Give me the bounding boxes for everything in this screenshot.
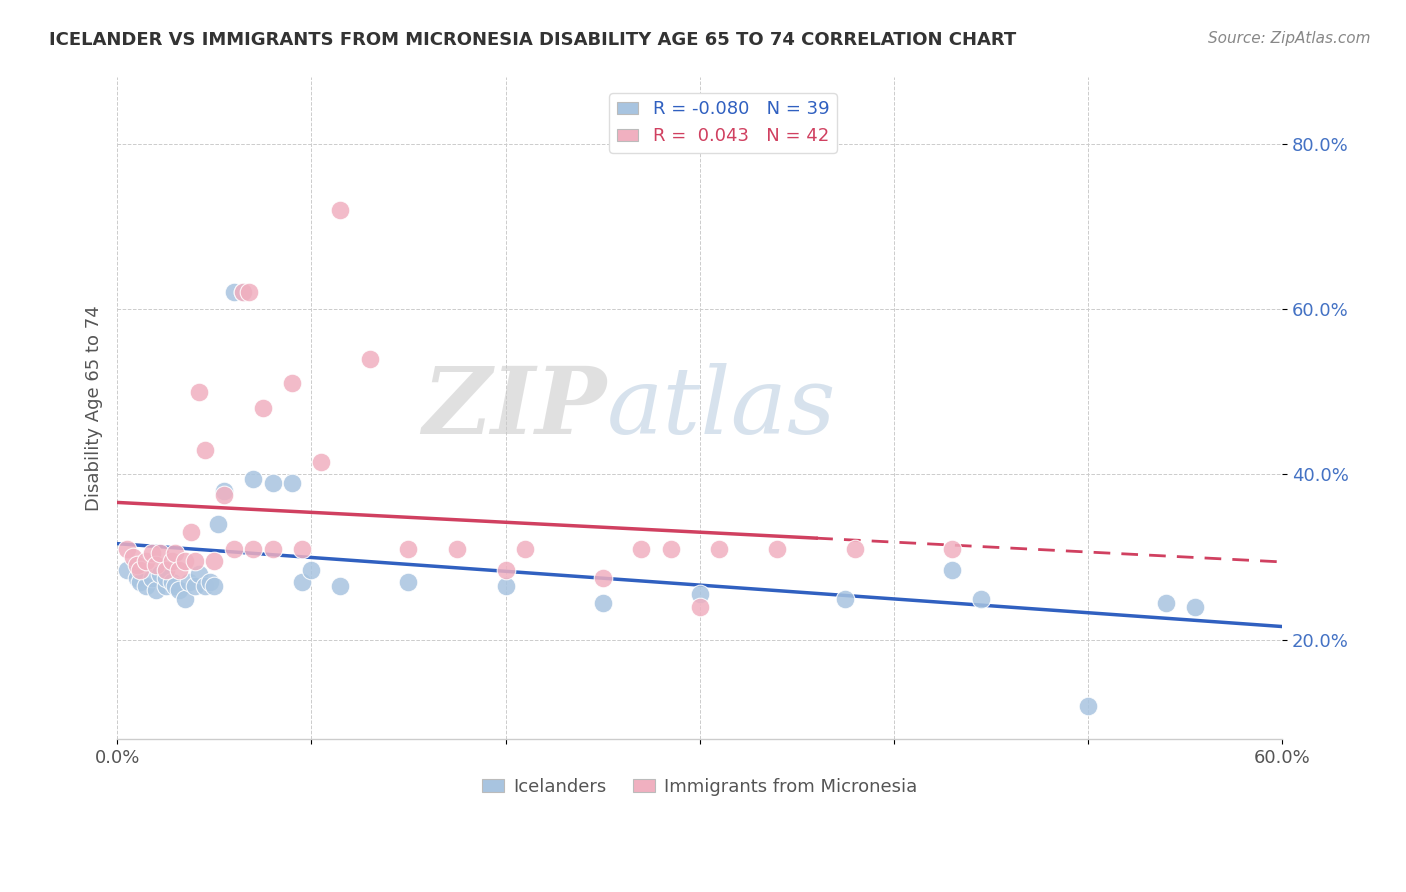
Point <box>513 541 536 556</box>
Point <box>125 571 148 585</box>
Point <box>184 579 207 593</box>
Point <box>291 574 314 589</box>
Point <box>232 285 254 300</box>
Point <box>115 563 138 577</box>
Point <box>187 384 209 399</box>
Point <box>592 571 614 585</box>
Point <box>184 554 207 568</box>
Point <box>291 541 314 556</box>
Point <box>180 525 202 540</box>
Point <box>495 563 517 577</box>
Point <box>281 376 304 391</box>
Y-axis label: Disability Age 65 to 74: Disability Age 65 to 74 <box>86 305 103 511</box>
Point <box>329 202 352 217</box>
Point <box>145 558 167 573</box>
Point <box>165 579 187 593</box>
Point <box>121 550 143 565</box>
Text: atlas: atlas <box>606 363 837 453</box>
Point <box>222 541 245 556</box>
Point <box>141 546 163 560</box>
Text: ICELANDER VS IMMIGRANTS FROM MICRONESIA DISABILITY AGE 65 TO 74 CORRELATION CHAR: ICELANDER VS IMMIGRANTS FROM MICRONESIA … <box>49 31 1017 49</box>
Point <box>592 596 614 610</box>
Point <box>398 541 420 556</box>
Point <box>941 541 963 556</box>
Point <box>207 517 229 532</box>
Point <box>187 566 209 581</box>
Point <box>1077 699 1099 714</box>
Point <box>1154 596 1177 610</box>
Point <box>242 472 264 486</box>
Point <box>630 541 652 556</box>
Text: Source: ZipAtlas.com: Source: ZipAtlas.com <box>1208 31 1371 46</box>
Point <box>160 574 183 589</box>
Point <box>160 554 183 568</box>
Point <box>232 285 254 300</box>
Point <box>238 285 260 300</box>
Point <box>329 579 352 593</box>
Point <box>115 541 138 556</box>
Point <box>834 591 856 606</box>
Point <box>129 574 152 589</box>
Point <box>149 546 172 560</box>
Point <box>262 541 284 556</box>
Point <box>169 583 191 598</box>
Point <box>766 541 789 556</box>
Point <box>174 554 197 568</box>
Point <box>398 574 420 589</box>
Point <box>141 571 163 585</box>
Point <box>222 285 245 300</box>
Legend: Icelanders, Immigrants from Micronesia: Icelanders, Immigrants from Micronesia <box>475 771 924 803</box>
Point <box>155 563 177 577</box>
Point <box>1184 599 1206 614</box>
Point <box>262 475 284 490</box>
Point <box>970 591 993 606</box>
Point <box>689 599 711 614</box>
Point <box>155 579 177 593</box>
Point <box>165 546 187 560</box>
Text: ZIP: ZIP <box>422 363 606 453</box>
Point <box>359 351 381 366</box>
Point <box>212 483 235 498</box>
Point <box>145 583 167 598</box>
Point <box>200 574 222 589</box>
Point <box>193 442 215 457</box>
Point <box>125 558 148 573</box>
Point <box>202 579 225 593</box>
Point <box>202 554 225 568</box>
Point <box>495 579 517 593</box>
Point <box>193 579 215 593</box>
Point <box>844 541 866 556</box>
Point <box>281 475 304 490</box>
Point <box>129 563 152 577</box>
Point <box>446 541 468 556</box>
Point <box>309 455 332 469</box>
Point <box>299 563 322 577</box>
Point <box>177 574 200 589</box>
Point <box>135 554 157 568</box>
Point <box>174 591 197 606</box>
Point <box>212 488 235 502</box>
Point <box>242 541 264 556</box>
Point <box>659 541 682 556</box>
Point <box>135 579 157 593</box>
Point <box>155 571 177 585</box>
Point <box>689 587 711 601</box>
Point <box>149 566 172 581</box>
Point <box>169 563 191 577</box>
Point <box>941 563 963 577</box>
Point <box>707 541 730 556</box>
Point <box>252 401 274 416</box>
